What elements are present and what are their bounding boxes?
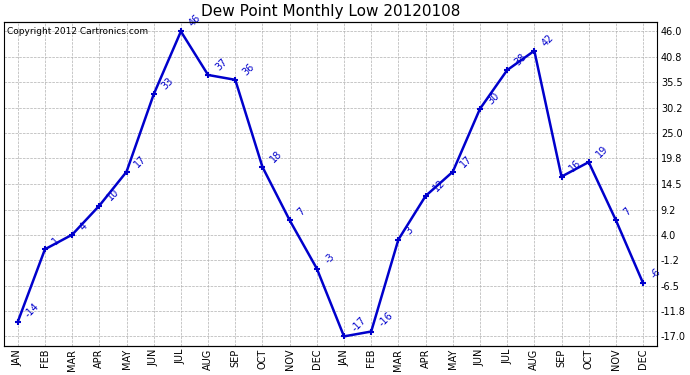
- Text: 1: 1: [50, 235, 62, 246]
- Text: 12: 12: [431, 177, 447, 193]
- Text: 17: 17: [132, 153, 148, 169]
- Text: 30: 30: [486, 90, 501, 106]
- Text: Copyright 2012 Cartronics.com: Copyright 2012 Cartronics.com: [8, 27, 148, 36]
- Text: 10: 10: [105, 187, 121, 203]
- Text: 37: 37: [214, 56, 230, 72]
- Text: -14: -14: [23, 301, 41, 319]
- Text: 16: 16: [567, 158, 583, 174]
- Text: 7: 7: [622, 206, 633, 218]
- Text: 36: 36: [241, 61, 257, 77]
- Text: 38: 38: [513, 52, 529, 68]
- Text: 33: 33: [159, 76, 175, 92]
- Text: 42: 42: [540, 32, 555, 48]
- Text: -16: -16: [377, 310, 395, 329]
- Text: 18: 18: [268, 148, 284, 164]
- Text: 3: 3: [404, 225, 415, 237]
- Text: -3: -3: [322, 252, 336, 266]
- Text: 7: 7: [295, 206, 306, 218]
- Text: 46: 46: [186, 13, 202, 28]
- Title: Dew Point Monthly Low 20120108: Dew Point Monthly Low 20120108: [201, 4, 460, 19]
- Text: 17: 17: [458, 153, 474, 169]
- Text: -6: -6: [649, 267, 662, 280]
- Text: 19: 19: [594, 144, 610, 159]
- Text: -17: -17: [350, 315, 368, 334]
- Text: 4: 4: [78, 220, 89, 232]
